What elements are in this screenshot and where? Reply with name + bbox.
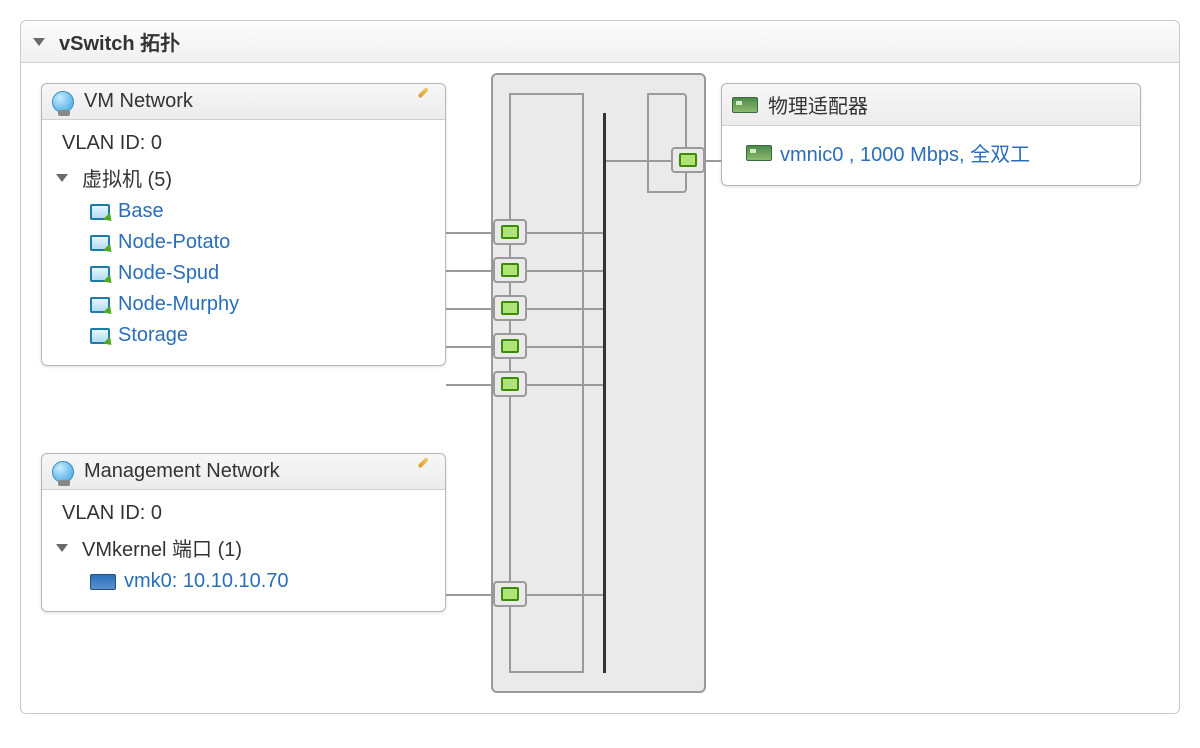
vm-item[interactable]: Node-Spud xyxy=(56,258,431,289)
wire xyxy=(527,594,603,596)
plug-icon xyxy=(501,587,519,601)
vswitch-topology-panel: vSwitch 拓扑 VM NetworkVLAN ID: 0虚拟机 (5)Ba… xyxy=(20,20,1180,714)
vm-item[interactable]: Node-Murphy xyxy=(56,289,431,320)
network-globe-icon xyxy=(52,91,74,113)
vmkernel-item[interactable]: vmk0: 10.10.10.70 xyxy=(56,566,431,597)
plug-icon xyxy=(501,377,519,391)
portgroup-title: VM Network xyxy=(84,90,193,113)
port-icon xyxy=(493,581,527,607)
wire xyxy=(705,160,721,162)
panel-title: vSwitch 拓扑 xyxy=(59,27,180,56)
edit-icon[interactable] xyxy=(417,463,435,481)
vm-name[interactable]: Node-Murphy xyxy=(118,293,239,316)
vm-group-toggle[interactable]: 虚拟机 (5) xyxy=(56,159,431,196)
vm-icon xyxy=(90,328,110,344)
card-header: 物理适配器 xyxy=(722,84,1140,126)
wire xyxy=(527,346,603,348)
port-icon xyxy=(671,147,705,173)
vm-name[interactable]: Base xyxy=(118,200,164,223)
card-body: vmnic0 , 1000 Mbps, 全双工 xyxy=(722,126,1140,185)
edit-icon[interactable] xyxy=(417,93,435,111)
wire xyxy=(446,232,493,234)
vmkernel-group-toggle[interactable]: VMkernel 端口 (1) xyxy=(56,529,431,566)
vm-item[interactable]: Base xyxy=(56,196,431,227)
plug-icon xyxy=(679,153,697,167)
wire xyxy=(527,270,603,272)
vlan-id-label: VLAN ID: 0 xyxy=(56,128,431,159)
card-header: Management Network xyxy=(42,454,445,490)
collapse-toggle-icon[interactable] xyxy=(33,38,45,46)
wire xyxy=(606,160,671,162)
nic-card-icon xyxy=(732,97,758,113)
portgroup-management-network: Management Network VLAN ID: 0VMkernel 端口 … xyxy=(41,453,446,612)
vm-icon xyxy=(90,235,110,251)
port-icon xyxy=(493,371,527,397)
wire xyxy=(446,384,493,386)
wire xyxy=(527,384,603,386)
portgroup-vm-network: VM Network VLAN ID: 0虚拟机 (5) Base Node-Pota… xyxy=(41,83,446,366)
port-icon xyxy=(493,295,527,321)
physical-adapters-card: 物理适配器 vmnic0 , 1000 Mbps, 全双工 xyxy=(721,83,1141,186)
wire xyxy=(527,232,603,234)
portgroup-title: Management Network xyxy=(84,460,280,483)
wire xyxy=(446,346,493,348)
vm-icon xyxy=(90,266,110,282)
vlan-id-label: VLAN ID: 0 xyxy=(56,498,431,529)
vm-name[interactable]: Node-Spud xyxy=(118,262,219,285)
vm-name[interactable]: Storage xyxy=(118,324,188,347)
card-header: VM Network xyxy=(42,84,445,120)
network-globe-icon xyxy=(52,461,74,483)
physical-adapters-title: 物理适配器 xyxy=(768,90,868,119)
vswitch-midline xyxy=(603,113,606,673)
plug-icon xyxy=(501,301,519,315)
panel-body: VM NetworkVLAN ID: 0虚拟机 (5)BaseNode-Pota… xyxy=(21,63,1179,713)
wire xyxy=(446,270,493,272)
physical-nic-label[interactable]: vmnic0 , 1000 Mbps, 全双工 xyxy=(780,138,1030,167)
card-body: VLAN ID: 0虚拟机 (5) Base Node-Potato Node-Spu… xyxy=(42,120,445,365)
plug-icon xyxy=(501,263,519,277)
panel-header[interactable]: vSwitch 拓扑 xyxy=(21,21,1179,63)
vm-item[interactable]: Node-Potato xyxy=(56,227,431,258)
vm-item[interactable]: Storage xyxy=(56,320,431,351)
vm-icon xyxy=(90,297,110,313)
nic-icon xyxy=(746,145,772,161)
port-icon xyxy=(493,257,527,283)
plug-icon xyxy=(501,339,519,353)
physical-nic-item[interactable]: vmnic0 , 1000 Mbps, 全双工 xyxy=(736,134,1126,171)
vswitch-inner-right xyxy=(647,93,687,193)
plug-icon xyxy=(501,225,519,239)
wire xyxy=(446,308,493,310)
port-icon xyxy=(493,219,527,245)
vm-name[interactable]: Node-Potato xyxy=(118,231,230,254)
card-body: VLAN ID: 0VMkernel 端口 (1) vmk0: 10.10.10.… xyxy=(42,490,445,611)
wire xyxy=(527,308,603,310)
port-icon xyxy=(493,333,527,359)
wire xyxy=(446,594,493,596)
vmkernel-label[interactable]: vmk0: 10.10.10.70 xyxy=(124,570,289,593)
vmkernel-nic-icon xyxy=(90,574,116,590)
vm-icon xyxy=(90,204,110,220)
